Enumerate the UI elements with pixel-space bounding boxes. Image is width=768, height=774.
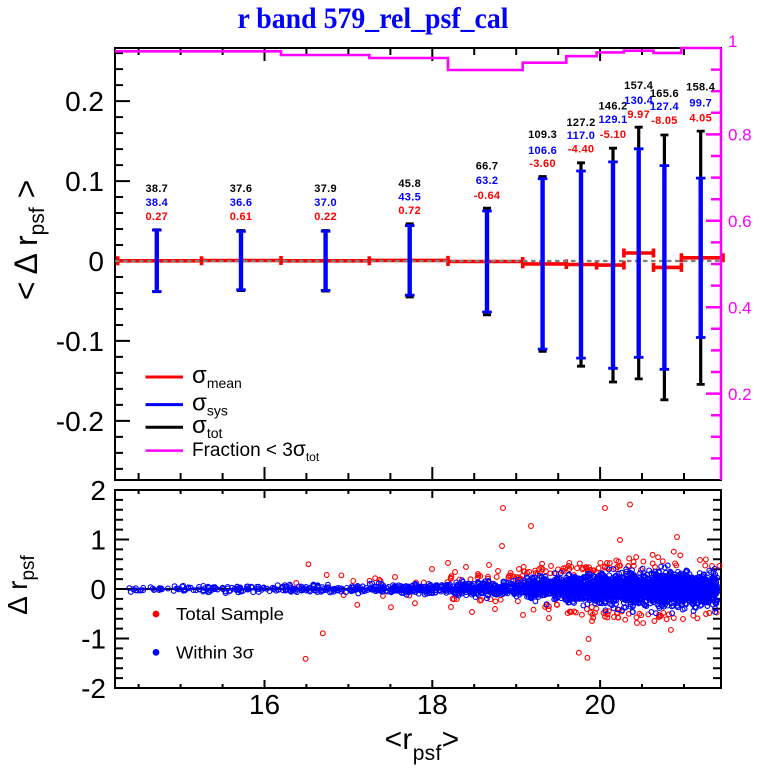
svg-text:Total Sample: Total Sample bbox=[176, 604, 284, 624]
svg-text:37.0: 37.0 bbox=[314, 197, 337, 209]
svg-text:20: 20 bbox=[585, 689, 616, 720]
svg-text:45.8: 45.8 bbox=[398, 178, 421, 190]
svg-text:4.05: 4.05 bbox=[689, 112, 712, 124]
svg-text:0.22: 0.22 bbox=[314, 211, 337, 223]
svg-text:38.4: 38.4 bbox=[145, 197, 168, 209]
svg-text:-0.2: -0.2 bbox=[56, 406, 104, 437]
svg-text:9.97: 9.97 bbox=[627, 109, 650, 121]
svg-text:0.1: 0.1 bbox=[65, 166, 104, 197]
svg-text:-4.40: -4.40 bbox=[568, 143, 595, 155]
svg-text:Within 3σ: Within 3σ bbox=[176, 642, 254, 662]
svg-text:1: 1 bbox=[728, 32, 737, 51]
svg-text:0: 0 bbox=[88, 246, 104, 277]
svg-text:-5.10: -5.10 bbox=[600, 129, 627, 141]
svg-text:43.5: 43.5 bbox=[398, 192, 421, 204]
svg-text:<rpsf>: <rpsf> bbox=[385, 723, 460, 765]
svg-text:106.6: 106.6 bbox=[528, 145, 557, 157]
svg-text:36.6: 36.6 bbox=[230, 197, 253, 209]
svg-text:0.72: 0.72 bbox=[398, 205, 421, 217]
svg-text:-0.1: -0.1 bbox=[56, 326, 104, 357]
svg-text:99.7: 99.7 bbox=[689, 97, 712, 109]
svg-text:0: 0 bbox=[90, 574, 106, 605]
svg-text:109.3: 109.3 bbox=[528, 129, 557, 141]
svg-text:66.7: 66.7 bbox=[476, 161, 499, 173]
svg-text:127.4: 127.4 bbox=[650, 101, 680, 113]
svg-text:0.8: 0.8 bbox=[728, 126, 752, 145]
svg-text:129.1: 129.1 bbox=[598, 114, 627, 126]
svg-text:165.6: 165.6 bbox=[650, 88, 679, 100]
svg-text:0.27: 0.27 bbox=[145, 211, 168, 223]
svg-text:18: 18 bbox=[417, 689, 448, 720]
svg-text:r band 579_rel_psf_cal: r band 579_rel_psf_cal bbox=[238, 2, 509, 35]
svg-text:σtot: σtot bbox=[192, 412, 222, 441]
svg-text:-0.64: -0.64 bbox=[474, 190, 501, 202]
svg-text:Fraction < 3σtot: Fraction < 3σtot bbox=[192, 438, 320, 464]
svg-text:16: 16 bbox=[249, 689, 280, 720]
svg-text:157.4: 157.4 bbox=[624, 80, 654, 92]
svg-text:158.4: 158.4 bbox=[686, 81, 716, 93]
svg-text:127.2: 127.2 bbox=[566, 117, 595, 129]
svg-text:0.2: 0.2 bbox=[65, 86, 104, 117]
svg-text:0.6: 0.6 bbox=[728, 212, 752, 231]
svg-text:0.61: 0.61 bbox=[230, 211, 253, 223]
svg-text:Δ rpsf: Δ rpsf bbox=[2, 554, 39, 614]
svg-text:63.2: 63.2 bbox=[476, 175, 499, 187]
svg-text:117.0: 117.0 bbox=[567, 130, 595, 142]
svg-text:130.4: 130.4 bbox=[624, 95, 654, 107]
svg-text:0.4: 0.4 bbox=[728, 298, 752, 317]
svg-text:37.9: 37.9 bbox=[314, 183, 337, 195]
svg-text:-2: -2 bbox=[81, 673, 106, 704]
svg-text:1: 1 bbox=[90, 525, 106, 556]
svg-text:0.2: 0.2 bbox=[728, 385, 752, 404]
svg-text:σmean: σmean bbox=[192, 362, 242, 391]
svg-text:-8.05: -8.05 bbox=[651, 115, 678, 127]
svg-text:-1: -1 bbox=[81, 624, 106, 655]
svg-text:37.6: 37.6 bbox=[230, 183, 253, 195]
svg-text:38.7: 38.7 bbox=[145, 183, 168, 195]
svg-text:< Δ rpsf >: < Δ rpsf > bbox=[8, 180, 49, 301]
svg-text:2: 2 bbox=[90, 475, 106, 506]
svg-text:-3.60: -3.60 bbox=[529, 158, 556, 170]
svg-text:146.2: 146.2 bbox=[598, 101, 627, 113]
svg-text:σsys: σsys bbox=[192, 390, 228, 419]
